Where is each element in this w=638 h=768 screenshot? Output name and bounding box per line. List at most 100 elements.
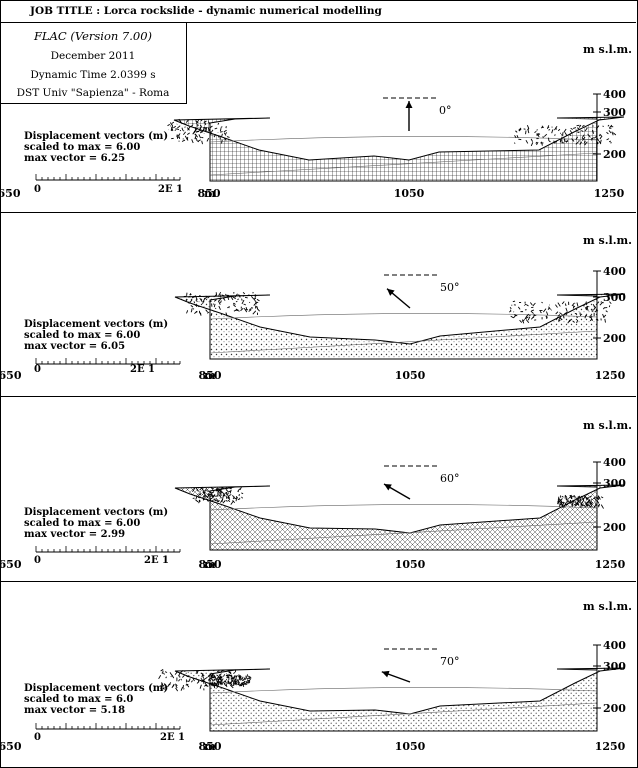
displacement-vector [165, 676, 167, 679]
displacement-vector [181, 127, 184, 131]
displacement-vector [518, 127, 522, 131]
displacement-vector [223, 129, 227, 133]
panel-1: Displacement vectors (m) scaled to max =… [0, 213, 636, 397]
incidence-indicator: 70° [381, 648, 460, 683]
displacement-vector [191, 680, 193, 683]
displacement-vector [170, 675, 172, 678]
displacement-vector [242, 294, 245, 297]
displacement-vector [519, 319, 523, 323]
displacement-vector [567, 319, 571, 324]
displacement-vector [575, 141, 579, 145]
displacement-vector [224, 137, 227, 141]
institution: DST Univ "Sapienza" - Roma [16, 87, 170, 99]
displacement-vector [530, 316, 534, 320]
incidence-angle-label: 70° [440, 655, 460, 668]
displacement-vector [608, 130, 612, 134]
displacement-vector [178, 672, 181, 676]
displacement-vector [231, 677, 234, 681]
dynamic-time: Dynamic Time 2.0399 s [30, 69, 156, 81]
displacement-vector [171, 684, 175, 689]
displacement-vector [213, 674, 216, 678]
slope-model: 400300200m65085010501250145060° [0, 456, 626, 571]
displacement-vector [559, 315, 561, 318]
displacement-vector [561, 501, 564, 504]
displacement-vector [230, 296, 234, 301]
displacement-vector [199, 684, 202, 689]
displacement-vector [203, 120, 207, 123]
displacement-vector [244, 296, 248, 299]
displacement-vector [232, 500, 236, 503]
slope-section [174, 293, 626, 360]
displacement-vector [225, 293, 227, 296]
displacement-vector [241, 299, 245, 305]
displacement-vector [237, 681, 241, 686]
displacement-vector [213, 134, 217, 138]
displacement-vector [571, 503, 574, 508]
elevation-tick-label: 300 [603, 106, 626, 119]
displacement-vector [608, 305, 611, 308]
displacement-vector [600, 496, 604, 499]
displacement-vector [174, 671, 178, 675]
displacement-vector [548, 129, 551, 131]
x-tick-label: 1250 [595, 740, 626, 753]
displacement-vector [175, 687, 179, 692]
displacement-vector [561, 301, 565, 305]
displacement-vector [518, 128, 522, 132]
slope-section [174, 667, 626, 732]
displacement-vector [219, 491, 222, 496]
displacement-vector [222, 492, 226, 496]
scale-bar [35, 723, 181, 730]
displacement-vector [213, 681, 217, 685]
displacement-vector [559, 501, 562, 505]
displacement-vector [189, 299, 193, 303]
displacement-vector [523, 128, 526, 130]
displacement-vector [218, 678, 222, 681]
displacement-vector [177, 125, 181, 129]
displacement-vector [568, 319, 572, 323]
displacement-vector [158, 675, 162, 680]
displacement-vector [546, 125, 550, 129]
displacement-vector [566, 503, 569, 505]
displacement-vector [242, 292, 246, 295]
legend-scaled: scaled to max = 6.0 [24, 694, 134, 705]
x-tick-label: 1050 [395, 558, 426, 571]
displacement-legend: Displacement vectors (m) scaled to max =… [24, 507, 168, 540]
displacement-vector [195, 120, 199, 124]
displacement-vector [594, 503, 597, 506]
displacement-vector [226, 492, 229, 495]
displacement-vector [572, 499, 575, 503]
displacement-vector [577, 140, 580, 142]
displacement-vector [199, 312, 202, 315]
displacement-vector [220, 300, 222, 304]
displacement-vector [248, 309, 252, 312]
displacement-vector [256, 308, 260, 312]
displacement-vector [554, 134, 556, 136]
displacement-vector [201, 674, 204, 678]
displacement-vector [564, 494, 568, 498]
layer-boundary [209, 136, 598, 143]
displacement-vector [530, 142, 534, 147]
displacement-vector [527, 130, 530, 134]
displacement-vector [600, 139, 602, 144]
displacement-vector [517, 306, 521, 310]
displacement-vector [192, 130, 196, 135]
displacement-vector [593, 504, 597, 509]
incidence-indicator: 0° [383, 97, 452, 131]
displacement-vector [197, 496, 200, 499]
x-tick-label: 850 [198, 187, 221, 200]
displacement-vector [213, 682, 216, 685]
displacement-vector [589, 495, 592, 498]
displacement-vector [234, 678, 237, 682]
displacement-vector [213, 303, 216, 308]
panel-0: FLAC (Version 7.00) December 2011 Dynami… [0, 23, 636, 213]
displacement-vector [541, 141, 543, 146]
displacement-vector [602, 301, 604, 304]
displacement-vector [218, 494, 222, 499]
layer-boundary [209, 504, 598, 511]
displacement-vector [196, 139, 200, 143]
displacement-vector [590, 137, 594, 141]
x-axis-unit: m [204, 740, 216, 753]
displacement-vector [163, 672, 165, 675]
displacement-vector [195, 495, 198, 500]
displacement-vector [569, 499, 572, 504]
